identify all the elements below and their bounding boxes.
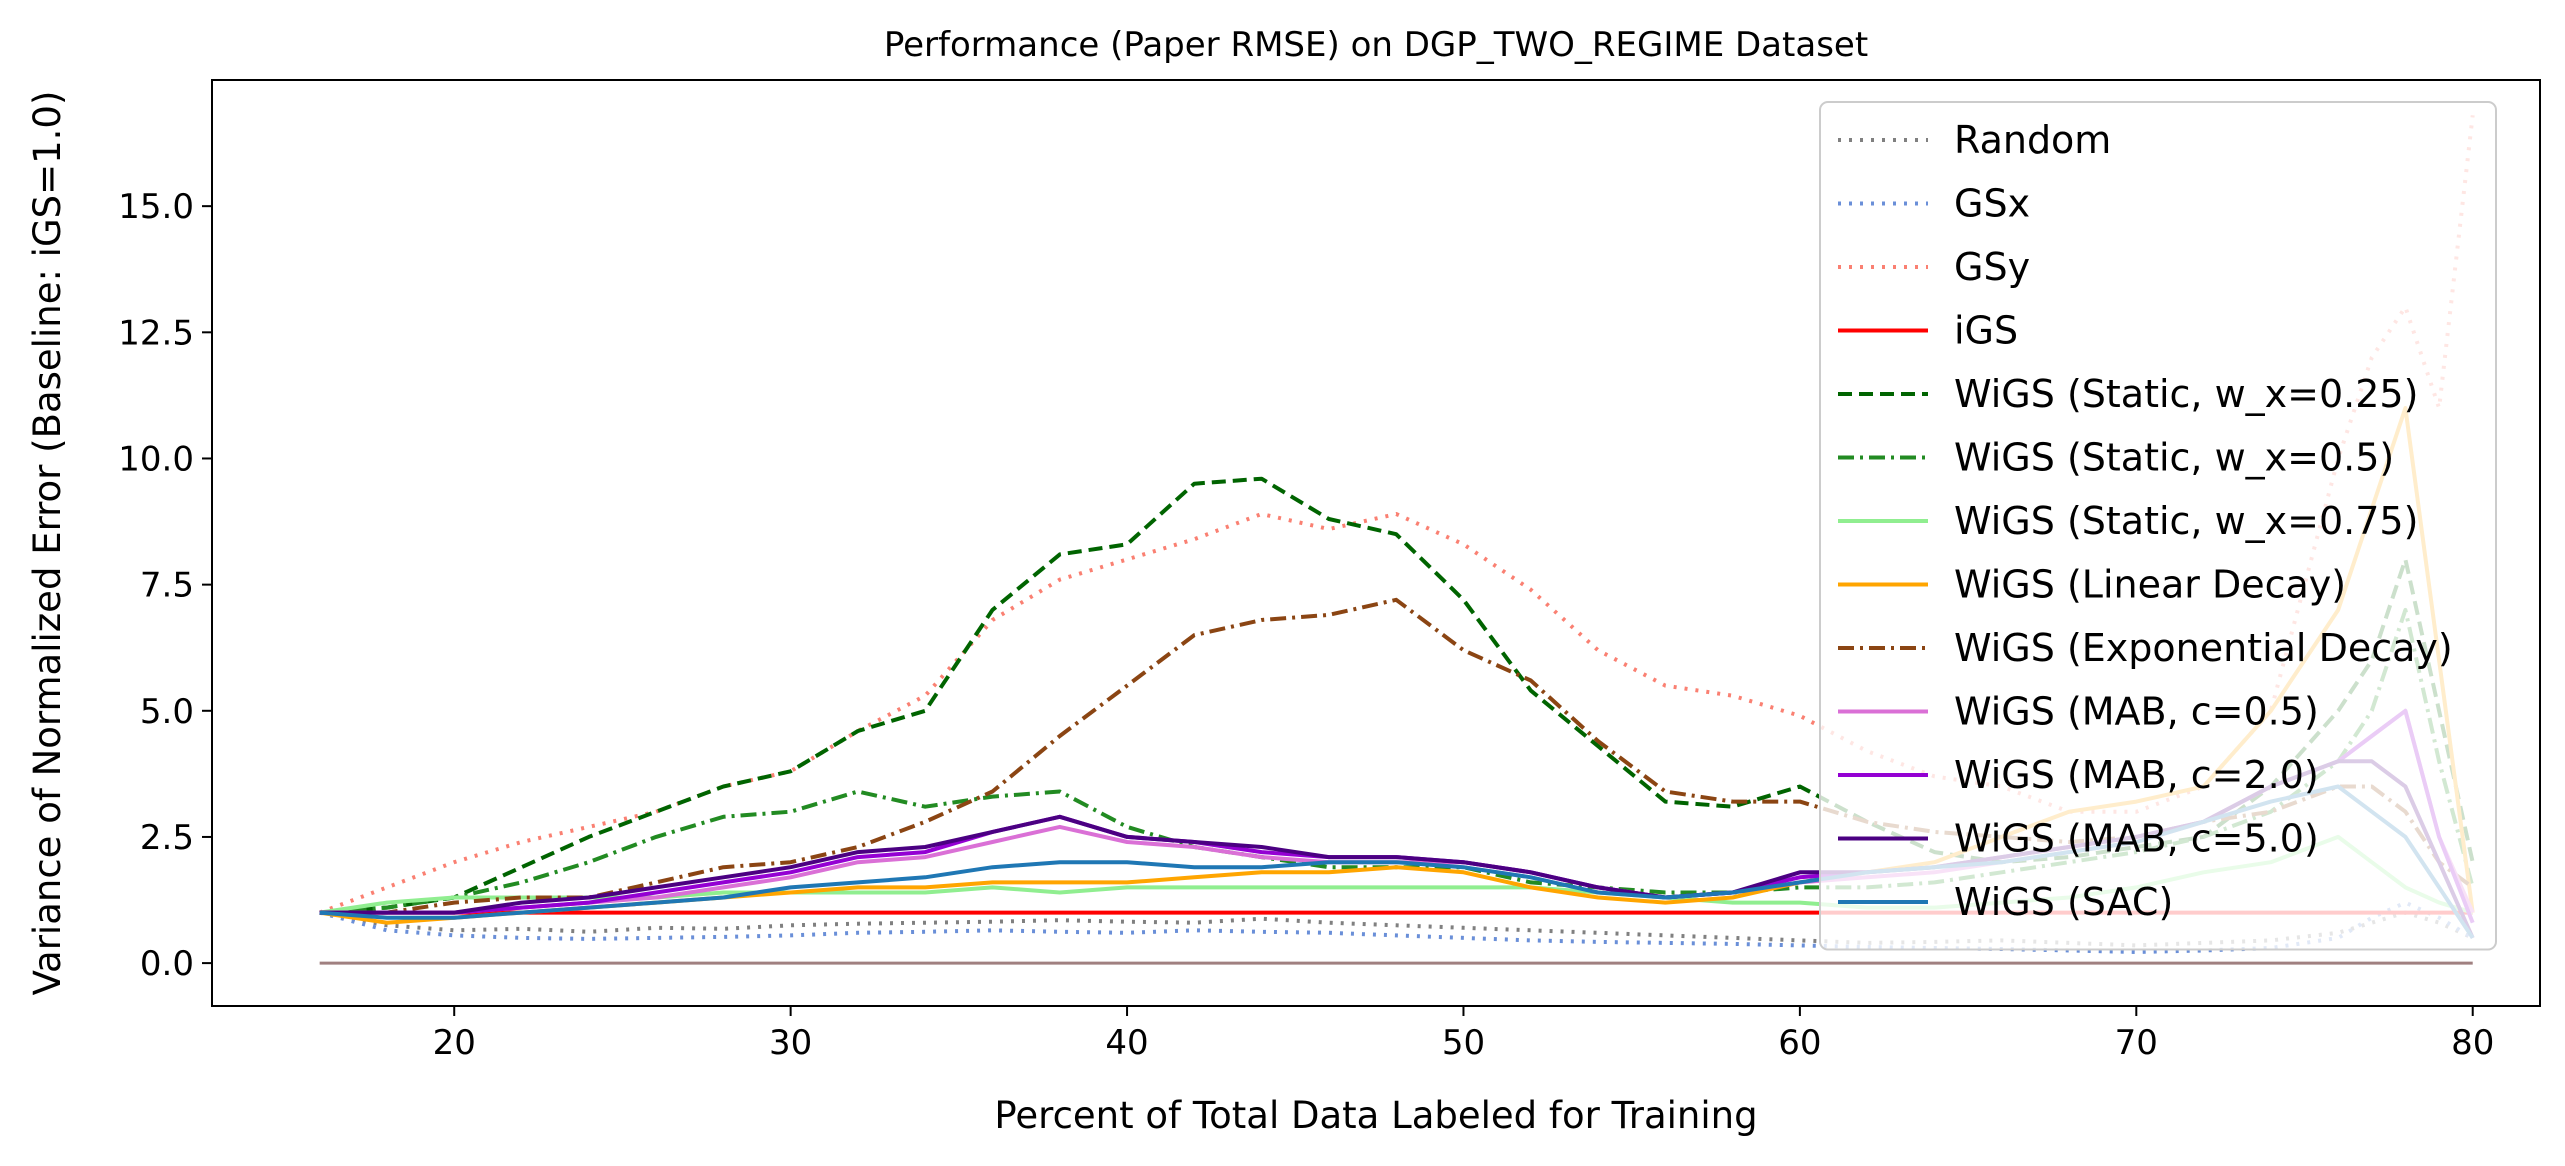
y-tick-label: 5.0: [140, 692, 194, 732]
x-tick-label: 80: [2451, 1023, 2494, 1063]
x-axis-label: Percent of Total Data Labeled for Traini…: [994, 1094, 1757, 1137]
legend-label-7: WiGS (Linear Decay): [1954, 563, 2346, 607]
x-tick-label: 60: [1778, 1023, 1821, 1063]
x-tick-label: 30: [769, 1023, 812, 1063]
legend-label-4: WiGS (Static, w_x=0.25): [1954, 372, 2418, 416]
legend-label-6: WiGS (Static, w_x=0.75): [1954, 499, 2418, 543]
chart-title: Performance (Paper RMSE) on DGP_TWO_REGI…: [884, 25, 1868, 65]
y-tick-label: 0.0: [140, 944, 194, 984]
y-tick-label: 15.0: [118, 187, 194, 227]
y-tick-label: 12.5: [118, 313, 194, 353]
y-axis: 0.0 2.5 5.0 7.5 10.0 12.5 15.0: [118, 187, 212, 984]
x-tick-label: 20: [433, 1023, 476, 1063]
y-tick-label: 2.5: [140, 818, 194, 858]
y-tick-label: 10.0: [118, 439, 194, 479]
y-axis-label: Variance of Normalized Error (Baseline: …: [26, 91, 69, 996]
x-tick-label: 50: [1442, 1023, 1485, 1063]
legend-label-8: WiGS (Exponential Decay): [1954, 626, 2453, 670]
legend-label-2: GSy: [1954, 245, 2030, 289]
legend-label-3: iGS: [1954, 309, 2018, 353]
legend-label-12: WiGS (SAC): [1954, 880, 2173, 924]
legend-label-9: WiGS (MAB, c=0.5): [1954, 690, 2319, 734]
legend-label-0: Random: [1954, 118, 2111, 162]
x-tick-label: 40: [1105, 1023, 1148, 1063]
legend-box: [1819, 101, 2497, 951]
x-axis: 20 30 40 50 60 70 80: [433, 1006, 2494, 1063]
x-tick-label: 70: [2115, 1023, 2158, 1063]
y-tick-label: 7.5: [140, 566, 194, 606]
legend-label-1: GSx: [1954, 182, 2030, 226]
legend-label-5: WiGS (Static, w_x=0.5): [1954, 436, 2394, 480]
series-line-0: [319, 910, 2474, 948]
legend-label-10: WiGS (MAB, c=2.0): [1954, 753, 2319, 797]
plot-frame: [211, 79, 2541, 1007]
series-line-1: [319, 900, 2474, 954]
legend-label-11: WiGS (MAB, c=5.0): [1954, 817, 2319, 861]
legend: Random GSx GSy iGS WiGS (Static, w_x=0.25) Wi…: [1819, 101, 2497, 951]
